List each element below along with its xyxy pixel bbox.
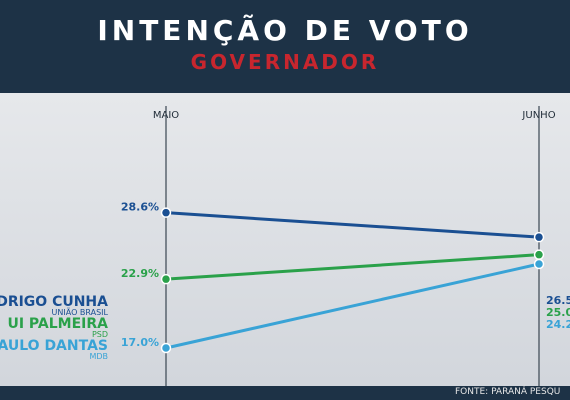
candidate-name-paulo-dantas: AULO DANTAS — [0, 338, 108, 354]
value-label-paulo-dantas-junho: 24.2 — [546, 318, 570, 331]
point-rui-palmeira-junho — [533, 249, 545, 260]
series-line-paulo-dantas — [165, 262, 540, 350]
point-paulo-dantas-maio — [160, 342, 172, 354]
value-label-rodrigo-cunha-maio: 28.6% — [121, 201, 159, 214]
source-note: FONTE: PARANÁ PESQU — [455, 387, 561, 397]
value-label-rui-palmeira-junho: 25.0 — [546, 306, 570, 319]
party-label-psd: PSD — [92, 330, 108, 339]
chart-subtitle: GOVERNADOR — [190, 50, 380, 74]
party-label-uniao-brasil: UNIÃO BRASIL — [52, 307, 109, 317]
point-rodrigo-cunha-junho — [533, 231, 545, 243]
point-paulo-dantas-junho — [533, 258, 545, 270]
party-label-mdb: MDB — [89, 352, 108, 361]
series-line-rui-palmeira — [165, 253, 540, 281]
candidate-name-rui-palmeira: UI PALMEIRA — [7, 316, 108, 332]
series-rui-palmeira: UI PALMEIRA PSD 22.9% 25.0 — [7, 249, 570, 339]
point-rui-palmeira-maio — [160, 273, 172, 285]
value-label-paulo-dantas-maio: 17.0% — [121, 336, 159, 349]
footer: FONTE: PARANÁ PESQU — [0, 386, 570, 400]
point-rodrigo-cunha-maio — [160, 207, 172, 218]
value-label-rodrigo-cunha-junho: 26.5 — [546, 294, 570, 307]
series-line-rodrigo-cunha — [165, 211, 540, 239]
value-label-rui-palmeira-maio: 22.9% — [121, 267, 159, 280]
header: INTENÇÃO DE VOTO GOVERNADOR — [0, 0, 570, 93]
series-paulo-dantas: AULO DANTAS MDB 17.0% 24.2 — [0, 258, 570, 361]
chart-title: INTENÇÃO DE VOTO — [97, 14, 473, 47]
